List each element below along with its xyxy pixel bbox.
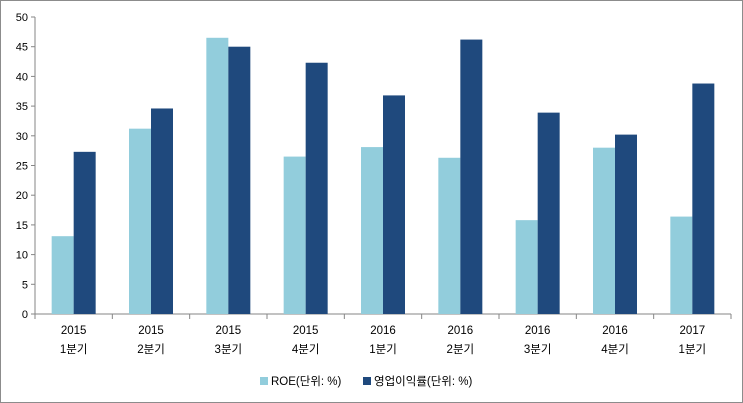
x-tick-label: 2015 [293,325,319,337]
x-tick-label: 1분기 [369,343,397,356]
x-tick-label: 4분기 [601,343,629,356]
y-tick-label: 40 [16,71,28,83]
y-tick-label: 25 [16,161,28,173]
x-tick-label: 3분기 [524,343,552,356]
x-tick-label: 2016 [602,325,628,337]
bar-operating-margin [615,134,637,314]
x-tick-label: 4분기 [292,343,320,356]
x-tick-label: 2016 [370,325,396,337]
bar-roe [129,128,151,314]
bar-roe [438,157,461,314]
x-tick-label: 3분기 [215,343,243,356]
legend-label: 영업이익률(단위: %) [374,375,473,388]
bar-roe [51,236,74,314]
x-axis: 2015 1분기 2015 2분기 2015 3분기 2015 4분기 2016 1분기 2016 2… [34,313,732,356]
y-tick-label: 20 [16,190,28,202]
legend: ROE(단위: %) 영업이익률(단위: %) [260,375,473,388]
bar-roe [593,147,615,314]
y-axis: 0 5 10 15 20 25 30 35 40 45 50 [16,12,36,321]
bar-roe [206,37,229,314]
bars [51,37,715,315]
legend-swatch [260,377,268,385]
bar-roe [670,216,693,314]
y-tick-label: 35 [16,101,28,113]
y-tick-label: 30 [16,131,28,143]
bar-operating-margin [383,95,405,315]
x-tick-label: 1분기 [679,343,707,356]
y-tick-label: 0 [22,309,28,321]
y-tick-label: 15 [16,220,28,232]
bar-operating-margin [151,108,173,314]
legend-swatch [363,377,371,385]
bar-operating-margin [228,46,251,314]
bar-roe [515,220,538,314]
x-tick-label: 2016 [448,325,474,337]
bar-roe [283,156,306,314]
x-tick-label: 2분기 [137,343,165,356]
y-tick-label: 10 [16,250,28,262]
bar-operating-margin [460,39,483,315]
bar-operating-margin [305,62,328,314]
legend-label: ROE(단위: %) [271,375,342,388]
y-tick-label: 50 [16,12,28,24]
y-tick-label: 45 [16,42,28,54]
y-tick-label: 5 [22,279,28,291]
bar-operating-margin [692,83,715,314]
x-tick-label: 2분기 [447,343,475,356]
bar-operating-margin [537,112,560,314]
x-tick-label: 2015 [138,325,164,337]
bar-operating-margin [73,151,96,314]
x-tick-label: 1분기 [60,343,88,356]
x-tick-label: 2015 [61,325,87,337]
bar-roe [361,147,383,314]
x-tick-label: 2015 [216,325,242,337]
x-tick-label: 2017 [680,325,706,337]
x-tick-label: 2016 [525,325,551,337]
